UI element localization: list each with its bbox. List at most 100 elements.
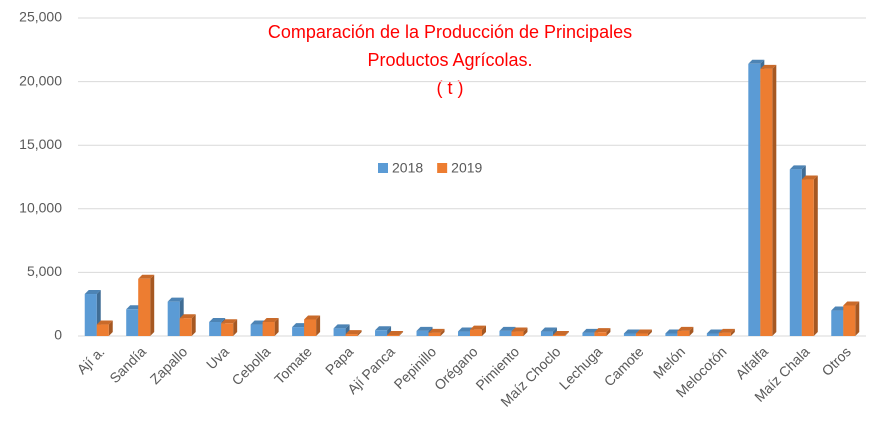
bar-side	[440, 328, 445, 336]
bar-side	[399, 330, 404, 336]
bar-side	[357, 330, 362, 336]
bar-top	[540, 327, 557, 332]
bar	[552, 334, 565, 336]
bar	[760, 68, 773, 336]
y-tick-label: 5,000	[27, 263, 62, 279]
bar	[345, 334, 358, 336]
x-tick-label: Melón	[650, 343, 688, 381]
bar	[623, 333, 636, 336]
bar	[831, 310, 844, 336]
legend-swatch	[437, 163, 448, 173]
bar-side	[730, 328, 735, 336]
bar	[499, 330, 512, 336]
bar-side	[274, 318, 279, 336]
bar	[138, 278, 151, 336]
bar-top	[843, 301, 860, 306]
x-tick-label: Orégano	[431, 343, 481, 393]
y-tick-label: 20,000	[19, 72, 62, 88]
bar-top	[511, 327, 528, 332]
bar	[470, 329, 482, 336]
bar	[582, 332, 595, 336]
x-tick-label: Sandía	[106, 343, 149, 386]
bar-side	[523, 327, 528, 336]
bar-top	[375, 326, 392, 331]
bar-top	[552, 330, 569, 335]
bar-side	[150, 274, 155, 336]
bar	[801, 179, 814, 336]
bar-top	[748, 59, 765, 64]
bar	[843, 305, 856, 336]
x-tick-label: Zapallo	[147, 343, 191, 387]
bar	[167, 301, 180, 336]
bar	[333, 328, 346, 336]
bar-side	[482, 325, 486, 336]
bar-side	[855, 301, 860, 336]
bar-top	[470, 325, 486, 330]
bar-top	[594, 328, 611, 333]
legend-label: 2018	[392, 160, 423, 176]
bar	[209, 322, 222, 336]
bar	[428, 332, 441, 336]
bar-side	[689, 326, 694, 336]
bar	[458, 331, 470, 336]
bar-top	[84, 290, 101, 295]
bar-top	[345, 330, 362, 335]
bar-top	[428, 328, 445, 333]
x-tick-label: Cebolla	[228, 343, 273, 388]
bar-top	[416, 326, 433, 331]
y-tick-label: 15,000	[19, 136, 62, 152]
bar	[262, 322, 275, 336]
bar-top	[582, 328, 599, 333]
chart-title: Productos Agrícolas.	[367, 50, 532, 70]
y-tick-label: 0	[54, 327, 62, 343]
bar-top	[333, 324, 350, 329]
bar	[375, 330, 388, 336]
x-tick-label: Otros	[818, 343, 854, 379]
bar-top	[718, 328, 735, 333]
bar-top	[304, 315, 321, 320]
x-tick-label: Uva	[203, 343, 232, 372]
bar	[292, 327, 305, 336]
bar-side	[606, 328, 611, 336]
bar-top	[387, 330, 404, 335]
bar-top	[706, 329, 723, 334]
bar	[635, 333, 648, 336]
bar	[706, 333, 719, 336]
bar-top	[221, 319, 238, 324]
bar	[126, 309, 139, 336]
bar-side	[316, 315, 321, 336]
bar	[304, 319, 317, 336]
bar-side	[191, 314, 196, 336]
x-tick-label: Pepinillo	[391, 343, 440, 392]
bar-top	[635, 329, 652, 334]
bar-top	[167, 297, 184, 302]
x-tick-label: Ají a.	[74, 343, 108, 377]
bar	[748, 63, 761, 337]
bar-side	[108, 320, 113, 336]
bar	[84, 294, 97, 336]
bar	[250, 324, 263, 336]
legend-swatch	[378, 163, 388, 173]
bar	[665, 333, 678, 336]
bar	[179, 318, 192, 336]
bar-side	[552, 327, 557, 336]
bar-side	[813, 175, 818, 336]
bar	[677, 330, 690, 336]
bar	[221, 323, 234, 336]
legend-label: 2019	[451, 160, 482, 176]
bar-side	[564, 330, 569, 336]
y-tick-label: 25,000	[19, 9, 62, 25]
bar	[511, 331, 524, 336]
bar-top	[760, 64, 777, 69]
x-tick-label: Alfalfa	[732, 343, 771, 382]
x-tick-label: Tomate	[271, 343, 315, 387]
bar-top	[179, 314, 196, 319]
x-tick-label: Camote	[601, 343, 647, 389]
bar-top	[262, 318, 279, 323]
bar-side	[647, 329, 652, 336]
bar	[718, 332, 731, 336]
bar	[387, 334, 400, 336]
bar-top	[789, 165, 806, 170]
bar-top	[499, 326, 516, 331]
